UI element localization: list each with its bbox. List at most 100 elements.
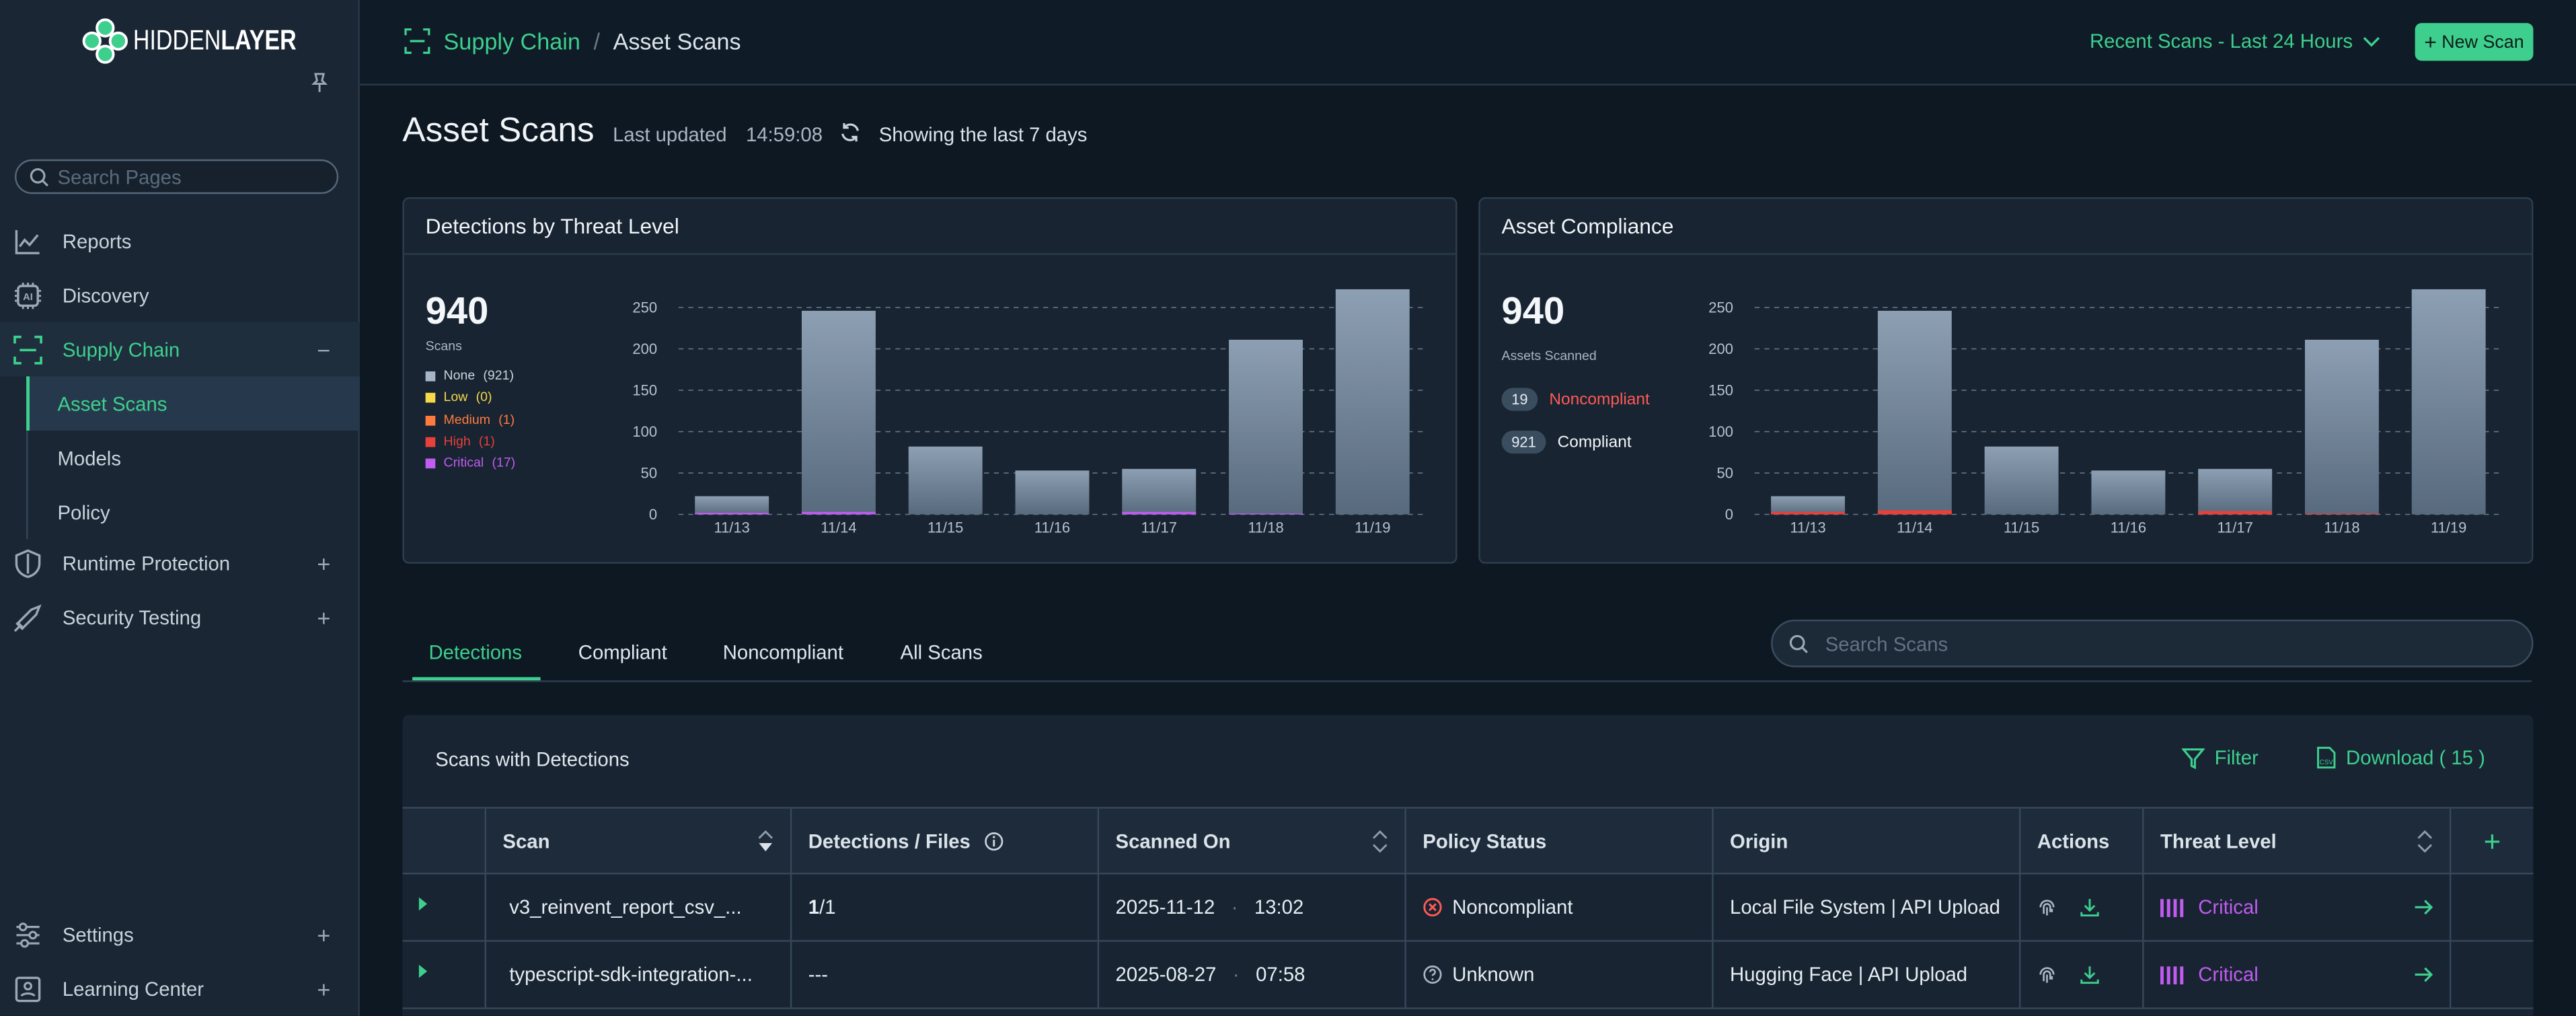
sort-desc-icon[interactable] <box>757 830 773 853</box>
pin-icon[interactable] <box>311 72 329 98</box>
legend-swatch <box>425 458 436 468</box>
collapse-icon[interactable]: − <box>317 336 331 363</box>
expand-icon[interactable]: + <box>317 975 331 1002</box>
y-tick-label: 100 <box>1708 423 1733 440</box>
column-label: Policy Status <box>1423 830 1547 853</box>
scan-search[interactable] <box>1771 619 2534 667</box>
breadcrumb-supply-chain[interactable]: Supply Chain <box>443 28 580 55</box>
bar-critical <box>1122 511 1197 515</box>
sidebar-item-learning-center[interactable]: Learning Center + <box>0 961 360 1016</box>
detections-card: Detections by Threat Level 940 Scans Non… <box>402 197 1457 564</box>
tab-all-scans[interactable]: All Scans <box>900 641 983 664</box>
col-scanned-on[interactable]: Scanned On <box>1097 808 1405 875</box>
sidebar-item-label: Learning Center <box>62 977 204 1001</box>
sort-icon[interactable] <box>2417 830 2433 853</box>
sidebar-item-security-testing[interactable]: Security Testing + <box>0 590 360 645</box>
bar-compliant <box>2091 470 2166 515</box>
tab-compliant[interactable]: Compliant <box>578 641 667 664</box>
bar-critical <box>801 511 876 515</box>
cell-empty <box>2449 941 2534 1008</box>
sidebar-subitem-policy[interactable]: Policy <box>26 484 360 540</box>
expand-icon[interactable]: + <box>317 921 331 948</box>
add-column-button[interactable]: + <box>2449 808 2534 875</box>
x-tick-label: 11/19 <box>2431 519 2466 536</box>
download-icon[interactable] <box>2080 965 2099 984</box>
cell-scan[interactable]: typescript-sdk-integration-... <box>484 941 790 1008</box>
y-tick-label: 100 <box>632 423 657 440</box>
download-icon[interactable] <box>2080 898 2099 917</box>
col-scan[interactable]: Scan <box>484 808 790 875</box>
col-detections-files: Detections / Files <box>790 808 1098 875</box>
card-title: Asset Compliance <box>1480 199 2532 255</box>
arrow-right-icon[interactable] <box>2413 899 2433 915</box>
y-tick-label: 50 <box>641 464 657 481</box>
scan-search-input[interactable] <box>1825 632 2483 655</box>
arrow-right-icon[interactable] <box>2413 966 2433 982</box>
column-label: Actions <box>2037 830 2110 853</box>
sidebar-search-input[interactable] <box>57 165 321 188</box>
last-updated-label: Last updated <box>613 123 727 147</box>
y-tick-label: 50 <box>1717 464 1733 481</box>
y-tick-label: 200 <box>632 340 657 357</box>
sort-icon[interactable] <box>1372 830 1388 853</box>
sidebar-item-label: Settings <box>62 922 134 946</box>
time-range-dropdown[interactable]: Recent Scans - Last 24 Hours <box>2090 30 2381 52</box>
sidebar-item-settings[interactable]: Settings + <box>0 907 360 961</box>
sliders-icon <box>16 922 40 948</box>
fingerprint-icon[interactable] <box>2037 898 2057 917</box>
sidebar-item-reports[interactable]: Reports <box>0 214 360 268</box>
compliant-count: 921 <box>1501 430 1546 454</box>
download-button[interactable]: CSV Download ( 15 ) <box>2316 746 2485 769</box>
sword-icon <box>13 604 42 632</box>
tab-bar: Detections Compliant Noncompliant All Sc… <box>402 621 2532 682</box>
separator-dot: · <box>1231 896 1238 919</box>
legend-count: (17) <box>492 455 516 470</box>
sidebar-search[interactable] <box>14 159 339 194</box>
column-label: Threat Level <box>2160 830 2277 853</box>
expand-icon[interactable]: + <box>317 550 331 577</box>
info-icon[interactable] <box>983 832 1003 851</box>
card-title: Detections by Threat Level <box>404 199 1456 255</box>
filter-button[interactable]: Filter <box>2181 746 2259 769</box>
refresh-icon[interactable] <box>839 122 861 151</box>
table-row[interactable]: typescript-sdk-integration-... --- 2025-… <box>402 941 2534 1009</box>
expand-row-icon[interactable] <box>418 897 428 911</box>
bar-compliant <box>1984 446 2059 515</box>
policy-status-text: Noncompliant <box>1452 896 1573 919</box>
legend-medium: Medium (1) <box>425 412 515 427</box>
bar-compliant <box>2198 468 2273 515</box>
fingerprint-icon[interactable] <box>2037 965 2057 984</box>
sidebar-subitem-label: Asset Scans <box>57 392 167 415</box>
sidebar-subitem-label: Policy <box>57 500 110 523</box>
threat-level-text: Critical <box>2198 896 2259 919</box>
hiddenlayer-logo[interactable]: HIDDENLAYER <box>82 18 332 64</box>
legend-label: Low <box>443 389 468 404</box>
x-tick-label: 11/15 <box>2004 519 2039 536</box>
y-tick-label: 150 <box>632 382 657 398</box>
sidebar-item-label: Security Testing <box>62 606 202 629</box>
table-row[interactable]: v3_reinvent_report_csv_... 1/1 2025-11-1… <box>402 874 2534 942</box>
legend-label: Critical <box>443 455 484 470</box>
column-label: Detections / Files <box>808 830 971 853</box>
cell-policy-status: Unknown <box>1404 941 1712 1008</box>
tab-noncompliant[interactable]: Noncompliant <box>722 641 843 664</box>
expand-row-icon[interactable] <box>418 964 428 978</box>
bar-none <box>908 446 983 515</box>
last-updated-time: 14:59:08 <box>745 123 823 147</box>
sidebar-item-supply-chain[interactable]: Supply Chain − <box>0 322 360 377</box>
sidebar-subitem-asset-scans[interactable]: Asset Scans <box>26 376 360 431</box>
sidebar-subitem-models[interactable]: Models <box>26 430 360 485</box>
col-threat-level[interactable]: Threat Level <box>2142 808 2450 875</box>
cell-actions <box>2018 874 2142 941</box>
sidebar-item-runtime-protection[interactable]: Runtime Protection + <box>0 536 360 590</box>
cell-scan[interactable]: v3_reinvent_report_csv_... <box>484 874 790 941</box>
threat-bars-icon <box>2160 898 2184 916</box>
csv-file-icon: CSV <box>2317 746 2336 769</box>
x-tick-label: 11/19 <box>1355 519 1390 536</box>
new-scan-button[interactable]: + New Scan <box>2415 23 2534 61</box>
y-tick-label: 0 <box>1725 506 1733 523</box>
expand-icon[interactable]: + <box>317 604 331 630</box>
sidebar-item-discovery[interactable]: AI Discovery <box>0 268 360 322</box>
files-count: /1 <box>819 896 836 919</box>
tab-detections[interactable]: Detections <box>428 641 523 664</box>
